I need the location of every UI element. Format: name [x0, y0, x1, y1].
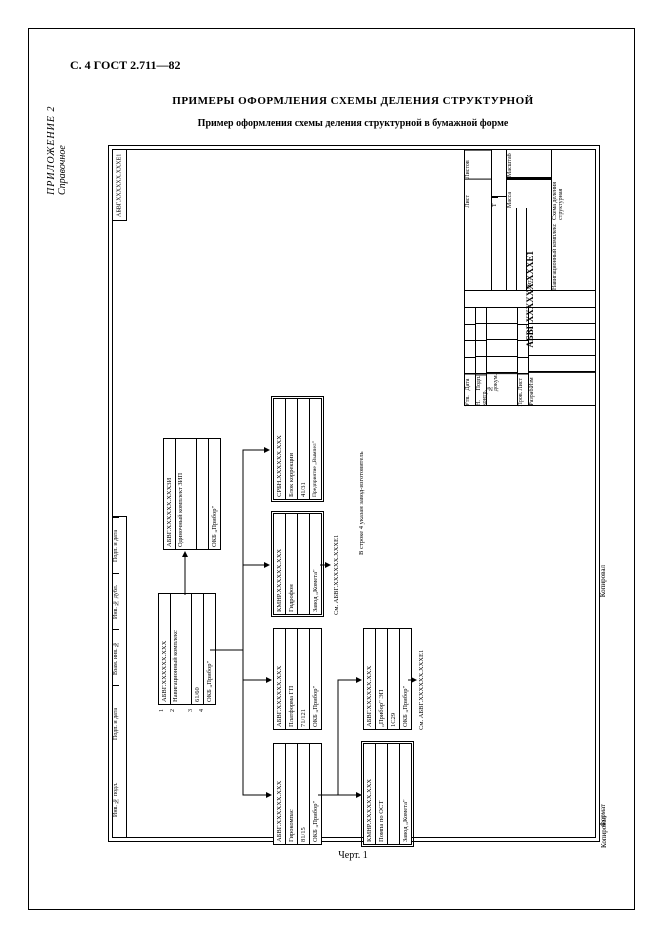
box-row	[197, 439, 209, 549]
box-row	[388, 744, 400, 844]
kopir-label2: Копировал	[599, 565, 607, 597]
tb-h: Дата	[465, 374, 475, 391]
box-row: Гидрофон	[286, 514, 298, 614]
tb-h: № докум.	[487, 373, 517, 391]
box-row: КМНР.XXXXXX.XXX	[364, 744, 376, 844]
tb-h: Лист	[518, 374, 528, 391]
box-row: ОКБ „Прибор"	[204, 594, 215, 704]
appendix-num: ПРИЛОЖЕНИЕ 2	[46, 106, 57, 196]
box-row: АБВГ.XXXXXX.XXX	[159, 594, 171, 704]
page-header: С. 4 ГОСТ 2.711—82	[70, 58, 181, 73]
box-row: 1С29	[388, 629, 400, 729]
box-r2-0: АБВГ.XXXXXX.XXX Гирокомпас 81/15 ОКБ „Пр…	[273, 743, 322, 845]
note-see2: См. АБВГ.XXXXXX.XXXE1	[333, 535, 340, 615]
main-title: ПРИМЕРЫ ОФОРМЛЕНИЯ СХЕМЫ ДЕЛЕНИЯ СТРУКТУ…	[108, 95, 598, 107]
box-r2-1: АБВГ.XXXXXX.XXX Платформа ГП 71/121 ОКБ …	[273, 628, 322, 730]
box-top: АБВГ.XXXXXX.XXX Навигационный комплекс 6…	[158, 593, 216, 705]
tb-code: АБВГ.XXXXXX.XXXE1	[525, 251, 535, 348]
drawing-inner: АБВГ.XXXXXX.XXXE1 Подп. и дата Инв. № ду…	[112, 149, 596, 838]
tb-sheets: Листов	[465, 150, 491, 179]
box-row: СРБН.XXXXXX.XXX	[274, 399, 286, 499]
tb-h: Подп.	[476, 374, 486, 390]
box-row: Блок коррекции	[286, 399, 298, 499]
side-cell: Взам. инв. №	[113, 629, 119, 685]
box-r2-3: СРБН.XXXXXX.XXX Блок коррекции 41/31 Пре…	[273, 398, 322, 500]
box-row: Завод „Комета"	[400, 744, 411, 844]
box-row: ОКБ „Прибор"	[400, 629, 411, 729]
box-row: 61/60	[192, 594, 204, 704]
box-row: Платформа ГП	[286, 629, 298, 729]
box-row: 81/15	[298, 744, 310, 844]
box-row	[298, 514, 310, 614]
appendix-label: ПРИЛОЖЕНИЕ 2 Справочное	[46, 106, 68, 196]
side-strip: Подп. и дата Инв. № дубл. Взам. инв. № П…	[113, 516, 127, 837]
box-row: АБВГ.XXXXXX.XXX	[364, 629, 376, 729]
box-row: АБВГ.XXXXXX.XXX	[274, 629, 286, 729]
box-row: АБВГ.XXXXXX.XXX3И	[164, 439, 176, 549]
box-row: ОКБ „Прибор"	[209, 439, 220, 549]
box-row: „Прибор" ЭП	[376, 629, 388, 729]
box-row: Помпа по ОСТ	[376, 744, 388, 844]
box-r3-1: АБВГ.XXXXXX.XXX „Прибор" ЭП 1С29 ОКБ „Пр…	[363, 628, 412, 730]
tb-masstab: Масштаб	[507, 150, 551, 178]
box-row: ОКБ „Прибор"	[310, 744, 321, 844]
box-zip: АБВГ.XXXXXX.XXX3И Одиночный комплект ЗИП…	[163, 438, 221, 550]
format-label: Формат	[599, 804, 607, 827]
rownum: 4	[199, 709, 205, 712]
box-row: Гирокомпас	[286, 744, 298, 844]
box-r2-2: КМНР.XXXXXX.XXX Гидрофон Завод „Комета"	[273, 513, 322, 615]
tb-name1: Навигационный комплекс	[552, 220, 595, 290]
diagram-area: АБВГ.XXXXXX.XXX Навигационный комплекс 6…	[158, 395, 568, 855]
title-block: Листов Лист Т Масштаб Масса	[464, 150, 595, 406]
tb-massa: Масса	[507, 179, 551, 208]
kopir-label: Копировал	[600, 158, 608, 848]
appendix-sub: Справочное	[57, 106, 68, 196]
rownum: 2	[170, 709, 176, 712]
rownum: 1	[159, 709, 165, 712]
box-row: 71/121	[298, 629, 310, 729]
box-row: Предприятие „Вымпел"	[310, 399, 321, 499]
corner-code: АБВГ.XXXXXX.XXXE1	[112, 149, 127, 221]
box-row: 41/31	[298, 399, 310, 499]
tb-sheet: Лист	[465, 179, 491, 208]
figure-label: Черт. 1	[108, 850, 598, 861]
box-row: Одиночный комплект ЗИП	[176, 439, 197, 549]
sub-title: Пример оформления схемы деления структур…	[108, 118, 598, 129]
box-row: Завод „Комета"	[310, 514, 321, 614]
note-see1: См. АБВГ.XXXXXX.XXXE1	[418, 650, 425, 730]
side-cell: Подп. и дата	[113, 517, 119, 573]
side-cell: Подп. и дата	[113, 685, 119, 761]
box-r3-0: КМНР.XXXXXX.XXX Помпа по ОСТ Завод „Коме…	[363, 743, 412, 845]
box-row: ОКБ „Прибор"	[310, 629, 321, 729]
side-cell: Инв. № подл.	[113, 761, 119, 839]
drawing-frame: АБВГ.XXXXXX.XXXE1 Подп. и дата Инв. № ду…	[108, 145, 600, 842]
box-row: АБВГ.XXXXXX.XXX	[274, 744, 286, 844]
box-row: Навигационный комплекс	[171, 594, 192, 704]
tb-name2: Схема деления структурная	[552, 150, 595, 220]
tb-h: Изм	[529, 372, 595, 388]
box-row: КМНР.XXXXXX.XXX	[274, 514, 286, 614]
side-cell: Инв. № дубл.	[113, 573, 119, 629]
rownum: 3	[188, 709, 194, 712]
note-line4: В строке 4 указан завод-изготовитель	[358, 451, 365, 555]
tb-t: Т	[492, 197, 498, 207]
